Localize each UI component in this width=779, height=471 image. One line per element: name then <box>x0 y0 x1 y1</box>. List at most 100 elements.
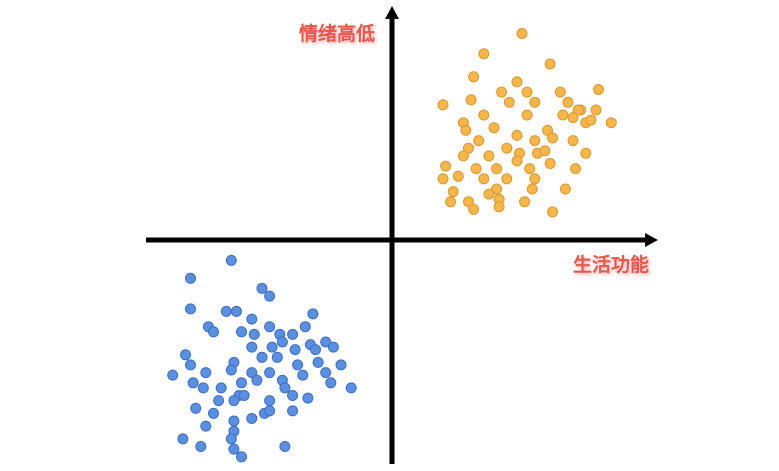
data-point-series1-26 <box>585 114 597 126</box>
data-point-series1-43 <box>544 158 556 169</box>
data-point-series1-27 <box>605 117 617 129</box>
data-point-series1-42 <box>511 155 523 167</box>
data-point-series1-38 <box>483 150 495 162</box>
data-point-series1-7 <box>521 86 533 98</box>
data-point-series2-40 <box>200 367 212 379</box>
data-point-series1-48 <box>570 163 582 175</box>
data-point-series2-44 <box>236 377 247 389</box>
data-point-series1-64 <box>468 203 480 215</box>
data-point-series2-32 <box>292 359 304 371</box>
data-point-series1-11 <box>437 99 449 111</box>
data-point-series1-40 <box>539 145 551 157</box>
data-point-series1-41 <box>580 147 592 159</box>
data-point-series1-44 <box>440 160 452 172</box>
data-point-series1-17 <box>572 104 584 116</box>
data-point-series1-47 <box>524 163 536 175</box>
data-point-series1-31 <box>547 132 559 144</box>
data-point-series2-6 <box>220 305 232 317</box>
data-point-series2-61 <box>287 405 299 417</box>
data-point-series2-16 <box>287 328 299 340</box>
data-point-series2-67 <box>225 433 237 445</box>
data-point-series1-55 <box>526 183 538 195</box>
data-point-series1-56 <box>559 183 571 195</box>
data-point-series1-60 <box>463 196 474 208</box>
data-point-series2-7 <box>231 305 242 317</box>
data-point-series2-37 <box>264 367 276 379</box>
data-point-series2-31 <box>335 359 347 371</box>
data-point-series2-25 <box>246 341 258 353</box>
data-point-series1-65 <box>547 206 559 218</box>
data-point-series1-21 <box>521 109 533 121</box>
data-point-series1-61 <box>445 196 457 208</box>
data-point-series2-53 <box>264 395 276 407</box>
data-point-series1-10 <box>465 94 477 106</box>
data-point-series1-49 <box>452 170 464 182</box>
data-point-series1-30 <box>511 129 523 141</box>
data-point-series1-20 <box>557 109 569 121</box>
data-point-series2-38 <box>167 369 179 381</box>
data-point-series2-45 <box>197 382 209 394</box>
y-axis-arrowhead <box>385 6 399 19</box>
data-point-series1-3 <box>544 58 556 70</box>
data-point-series2-8 <box>307 308 319 320</box>
data-point-series1-46 <box>491 163 503 175</box>
data-point-series2-10 <box>299 321 311 333</box>
data-point-series1-52 <box>529 173 541 185</box>
data-point-series2-24 <box>327 341 339 353</box>
data-point-series1-37 <box>457 150 469 162</box>
data-point-series2-20 <box>266 341 278 353</box>
data-point-series2-5 <box>185 303 196 315</box>
data-point-series1-29 <box>473 135 485 147</box>
data-point-series2-27 <box>180 349 191 361</box>
data-point-series1-2 <box>478 48 490 60</box>
data-point-series2-54 <box>228 395 240 407</box>
data-point-series2-42 <box>251 374 263 386</box>
data-point-series2-28 <box>271 351 283 363</box>
data-point-series2-58 <box>190 402 202 414</box>
data-point-series2-17 <box>208 326 219 338</box>
data-point-series2-18 <box>320 336 332 348</box>
data-point-series1-12 <box>503 96 515 108</box>
data-point-series2-43 <box>187 377 199 389</box>
data-point-series1-16 <box>590 104 602 116</box>
data-point-series1-53 <box>437 173 449 185</box>
data-point-series2-55 <box>345 382 357 394</box>
data-point-series1-14 <box>562 96 574 108</box>
data-point-series1-45 <box>470 163 482 175</box>
data-point-series2-12 <box>264 321 276 333</box>
data-point-series1-62 <box>519 196 531 208</box>
data-point-series2-71 <box>236 451 247 463</box>
x-axis-arrowhead <box>645 233 658 247</box>
data-point-series1-63 <box>493 201 505 213</box>
data-point-series1-58 <box>483 188 495 200</box>
data-point-series2-23 <box>310 344 321 356</box>
data-point-series2-9 <box>246 313 258 325</box>
data-point-series2-4 <box>264 290 276 302</box>
data-point-series1-35 <box>501 142 513 154</box>
data-point-series2-30 <box>312 356 324 368</box>
data-point-series2-22 <box>289 344 301 356</box>
data-point-series2-51 <box>213 395 225 407</box>
data-point-series2-62 <box>246 413 258 424</box>
data-point-series2-34 <box>320 367 332 379</box>
data-point-series1-8 <box>554 86 566 98</box>
data-point-series2-47 <box>279 382 291 394</box>
data-point-series2-19 <box>276 336 288 348</box>
data-point-series2-63 <box>228 415 240 427</box>
data-point-series2-56 <box>325 377 337 389</box>
data-point-series2-2 <box>185 272 196 284</box>
data-point-series1-24 <box>488 122 500 134</box>
data-point-series1-5 <box>511 76 523 88</box>
y-axis-label: 情绪高低 <box>299 22 375 45</box>
data-point-series2-36 <box>246 367 258 379</box>
data-point-series2-33 <box>185 359 196 371</box>
data-point-series1-22 <box>478 109 490 121</box>
data-point-series2-50 <box>238 390 250 401</box>
x-axis-label: 生活功能 <box>573 253 649 276</box>
data-point-series2-68 <box>195 441 207 452</box>
data-point-series1-18 <box>567 112 579 124</box>
data-point-series2-48 <box>287 390 299 401</box>
data-point-series2-1 <box>225 254 237 266</box>
data-point-series2-26 <box>256 351 268 363</box>
data-point-series1-32 <box>529 135 541 147</box>
